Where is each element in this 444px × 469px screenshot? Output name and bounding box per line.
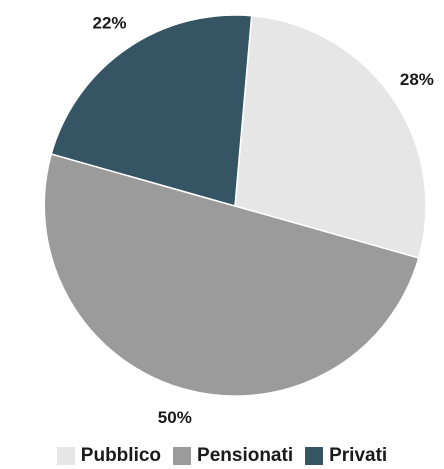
legend-label-pensionati: Pensionati <box>197 445 294 466</box>
legend-item-pubblico: Pubblico <box>56 445 162 467</box>
pie-slice-pensionati <box>43 153 420 397</box>
chart-legend: Pubblico Pensionati Privati <box>0 443 444 469</box>
legend-label-pubblico: Pubblico <box>80 445 162 466</box>
pie-slice-privati <box>50 14 253 207</box>
legend-swatch-privati <box>305 447 324 465</box>
pie-label-pubblico: 28% <box>400 70 434 89</box>
pie-label-privati: 22% <box>92 14 126 33</box>
legend-swatch-pubblico <box>56 447 75 465</box>
pie-chart-svg: 28% 50% 22% <box>43 14 434 427</box>
legend-item-pensionati: Pensionati <box>173 445 293 467</box>
legend-label-privati: Privati <box>329 445 388 466</box>
legend-swatch-pensionati <box>173 447 192 465</box>
legend-item-privati: Privati <box>305 445 387 467</box>
pie-label-pensionati: 50% <box>158 408 192 427</box>
pie-slice-pubblico <box>234 14 427 259</box>
